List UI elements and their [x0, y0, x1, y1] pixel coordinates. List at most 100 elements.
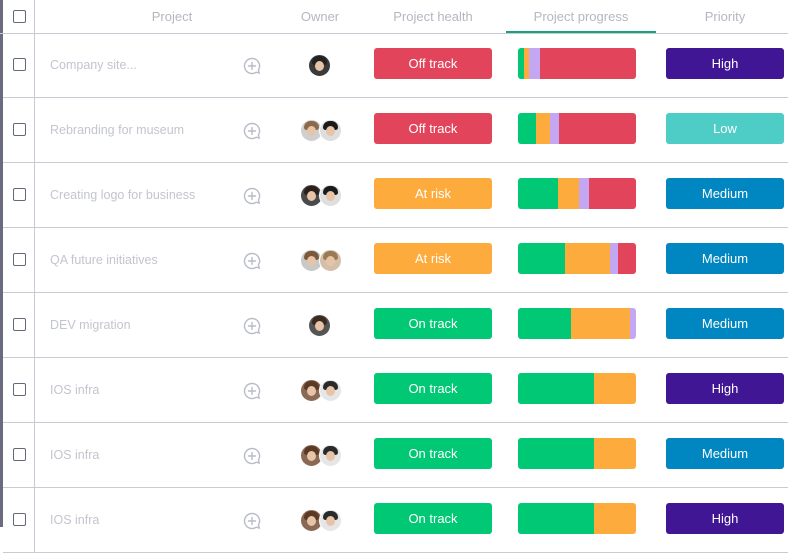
project-name[interactable]: Company site...: [50, 58, 137, 72]
progress-bar: [518, 178, 636, 209]
group-color-rail: [0, 0, 3, 527]
progress-segment: [618, 243, 636, 274]
progress-column-underline: [506, 31, 656, 33]
row-checkbox[interactable]: [13, 188, 26, 201]
project-name[interactable]: DEV migration: [50, 318, 131, 332]
owner-avatar[interactable]: [300, 249, 323, 272]
owner-avatar[interactable]: [319, 184, 342, 207]
project-name[interactable]: Creating logo for business: [50, 188, 196, 202]
column-header-health[interactable]: Project health: [393, 9, 473, 24]
owner-cell[interactable]: [280, 488, 360, 553]
add-update-icon[interactable]: [243, 382, 261, 400]
table-row[interactable]: Company site... Off track High: [0, 33, 788, 98]
owner-cell[interactable]: [280, 293, 360, 358]
health-status[interactable]: At risk: [374, 178, 492, 209]
health-status[interactable]: Off track: [374, 48, 492, 79]
row-checkbox[interactable]: [13, 318, 26, 331]
progress-bar: [518, 243, 636, 274]
progress-bar: [518, 48, 636, 79]
table-row[interactable]: Creating logo for business At risk Mediu…: [0, 163, 788, 228]
progress-segment: [523, 48, 529, 79]
row-checkbox[interactable]: [13, 58, 26, 71]
row-checkbox-cell: [3, 488, 35, 553]
health-status[interactable]: On track: [374, 438, 492, 469]
column-header-progress[interactable]: Project progress: [533, 9, 629, 24]
row-checkbox-cell: [3, 293, 35, 358]
column-header-priority[interactable]: Priority: [704, 9, 746, 24]
project-name[interactable]: QA future initiatives: [50, 253, 158, 267]
progress-bar: [518, 113, 636, 144]
project-name[interactable]: IOS infra: [50, 448, 100, 462]
progress-segment: [518, 308, 572, 339]
row-checkbox[interactable]: [13, 513, 26, 526]
progress-bar: [518, 308, 636, 339]
table-row[interactable]: IOS infra On track Medium: [0, 423, 788, 488]
progress-segment: [518, 373, 594, 404]
owner-cell[interactable]: [280, 163, 360, 228]
priority-label[interactable]: High: [666, 48, 784, 79]
project-name[interactable]: IOS infra: [50, 383, 100, 397]
priority-label[interactable]: High: [666, 373, 784, 404]
owner-cell[interactable]: [280, 358, 360, 423]
owner-cell[interactable]: [280, 423, 360, 488]
health-status[interactable]: Off track: [374, 113, 492, 144]
owner-cell[interactable]: [280, 33, 360, 98]
table-row[interactable]: IOS infra On track High: [0, 358, 788, 423]
project-name[interactable]: Rebranding for museum: [50, 123, 185, 137]
priority-label[interactable]: Low: [666, 113, 784, 144]
add-update-icon[interactable]: [243, 57, 261, 75]
add-update-icon[interactable]: [243, 447, 261, 465]
priority-label[interactable]: Medium: [666, 243, 784, 274]
row-checkbox[interactable]: [13, 123, 26, 136]
column-header-project[interactable]: Project: [151, 9, 193, 24]
owner-avatar[interactable]: [308, 54, 331, 77]
add-update-icon[interactable]: [243, 122, 261, 140]
priority-label[interactable]: Medium: [666, 178, 784, 209]
owner-cell[interactable]: [280, 98, 360, 163]
progress-bar: [518, 503, 636, 534]
table-row[interactable]: QA future initiatives At risk Medium: [0, 228, 788, 293]
add-update-icon[interactable]: [243, 252, 261, 270]
progress-segment: [518, 178, 559, 209]
owner-avatar[interactable]: [308, 314, 331, 337]
row-checkbox[interactable]: [13, 253, 26, 266]
progress-segment: [518, 503, 594, 534]
row-divider: [3, 292, 788, 293]
row-checkbox[interactable]: [13, 448, 26, 461]
table-row[interactable]: IOS infra On track High: [0, 488, 788, 553]
progress-segment: [593, 503, 636, 534]
health-status[interactable]: On track: [374, 373, 492, 404]
select-all-checkbox[interactable]: [13, 10, 26, 23]
table-row[interactable]: DEV migration On track Medium: [0, 293, 788, 358]
progress-segment: [518, 438, 594, 469]
add-update-icon[interactable]: [243, 187, 261, 205]
health-status[interactable]: At risk: [374, 243, 492, 274]
health-status[interactable]: On track: [374, 503, 492, 534]
health-status[interactable]: On track: [374, 308, 492, 339]
table-row[interactable]: Rebranding for museum Off track Low: [0, 98, 788, 163]
priority-label[interactable]: High: [666, 503, 784, 534]
owner-avatar[interactable]: [300, 184, 323, 207]
row-checkbox-cell: [3, 423, 35, 488]
progress-segment: [518, 48, 524, 79]
row-checkbox-cell: [3, 163, 35, 228]
row-checkbox[interactable]: [13, 383, 26, 396]
row-checkbox-cell: [3, 33, 35, 98]
column-header-owner[interactable]: Owner: [300, 9, 340, 24]
progress-segment: [535, 113, 550, 144]
progress-bar: [518, 438, 636, 469]
owner-avatar[interactable]: [319, 509, 342, 532]
progress-segment: [559, 113, 636, 144]
owner-avatar[interactable]: [319, 444, 342, 467]
owner-avatar[interactable]: [319, 119, 342, 142]
owner-avatar[interactable]: [300, 119, 323, 142]
progress-segment: [610, 243, 619, 274]
add-update-icon[interactable]: [243, 317, 261, 335]
owner-avatar[interactable]: [319, 249, 342, 272]
owner-cell[interactable]: [280, 228, 360, 293]
project-name[interactable]: IOS infra: [50, 513, 100, 527]
add-update-icon[interactable]: [243, 512, 261, 530]
owner-avatar[interactable]: [319, 379, 342, 402]
priority-label[interactable]: Medium: [666, 308, 784, 339]
priority-label[interactable]: Medium: [666, 438, 784, 469]
